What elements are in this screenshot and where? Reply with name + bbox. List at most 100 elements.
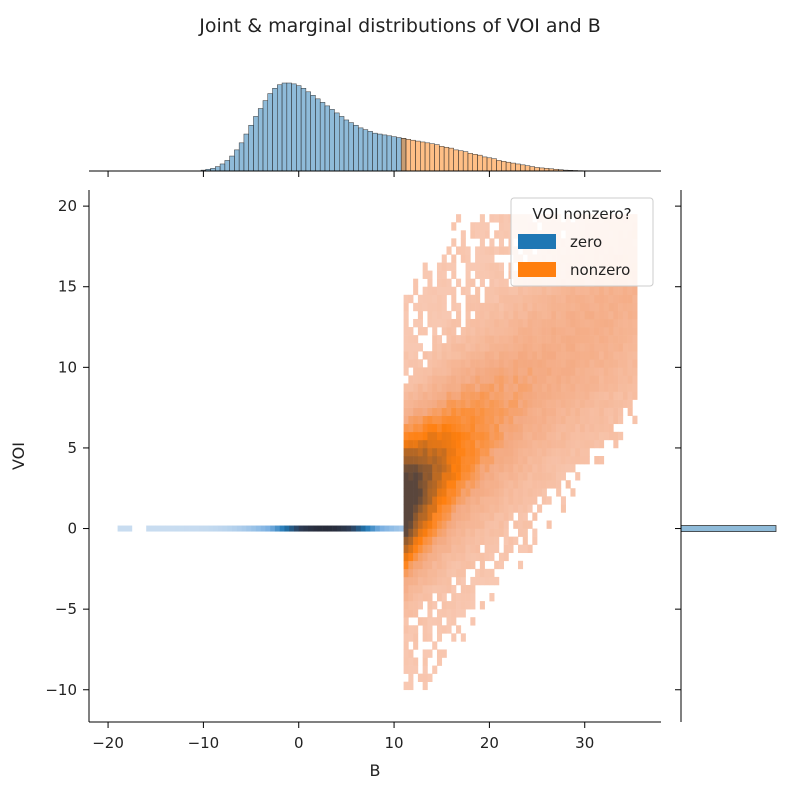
heat-cell-nonzero (522, 456, 528, 465)
heat-cell-nonzero (575, 310, 581, 320)
heat-cell-nonzero (465, 472, 471, 481)
heat-cell-nonzero (551, 310, 557, 320)
heat-cell-nonzero (427, 576, 433, 586)
heat-cell-nonzero (632, 286, 638, 296)
heat-cell-nonzero (432, 464, 438, 473)
heat-cell-nonzero (436, 544, 443, 554)
heat-cell-nonzero (570, 439, 576, 449)
heat-cell-nonzero (432, 351, 438, 360)
heat-cell-nonzero (594, 399, 600, 408)
heat-cell-nonzero (537, 318, 543, 328)
heat-cell-nonzero (599, 359, 605, 368)
heat-cell-nonzero (422, 617, 428, 626)
heat-cell-nonzero (479, 464, 485, 473)
heat-cell-nonzero (441, 584, 447, 594)
heat-cell-nonzero (508, 367, 514, 376)
heat-cell-nonzero (508, 415, 514, 425)
heat-cell-nonzero (522, 520, 528, 529)
legend-swatch-nonzero (518, 262, 556, 277)
heat-cell-nonzero (613, 294, 619, 304)
heat-cell-nonzero (584, 447, 590, 457)
heat-cell-nonzero (465, 504, 471, 513)
heat-cell-nonzero (494, 270, 500, 279)
heat-cell-nonzero (551, 351, 557, 360)
heat-cell-nonzero (489, 431, 495, 441)
heat-cell-nonzero (451, 343, 457, 352)
heat-cell-nonzero (427, 375, 433, 384)
heat-cell-nonzero (522, 407, 528, 416)
heat-cell-nonzero (436, 318, 443, 328)
heat-cell-nonzero (541, 472, 547, 481)
heat-cell-nonzero (408, 601, 414, 610)
heat-cell-nonzero (518, 318, 524, 328)
heat-cell-nonzero (613, 286, 619, 296)
heat-cell-nonzero (403, 512, 409, 521)
heat-cell-nonzero (556, 447, 562, 457)
heat-cell-nonzero (403, 367, 409, 376)
heat-cell-nonzero (441, 528, 447, 537)
heat-cell-nonzero (575, 318, 581, 328)
heat-cell-nonzero (618, 391, 624, 400)
heat-cell-nonzero (446, 504, 452, 513)
heat-cell-zero (189, 525, 195, 532)
heat-cell-nonzero (503, 318, 509, 328)
heat-cell-zero (370, 525, 376, 532)
heat-cell-zero (222, 525, 228, 532)
heat-cell-nonzero (594, 456, 600, 465)
heat-cell-nonzero (513, 383, 519, 392)
heat-cell-nonzero (532, 512, 538, 521)
heat-cell-nonzero (556, 367, 562, 376)
heat-cell-nonzero (479, 439, 485, 449)
heat-cell-nonzero (446, 335, 452, 344)
heat-cell-nonzero (522, 447, 528, 457)
heat-cell-nonzero (475, 302, 481, 312)
heat-cell-nonzero (441, 552, 447, 562)
heat-cell-nonzero (508, 456, 514, 465)
heat-cell-nonzero (537, 310, 543, 320)
heat-cell-nonzero (527, 343, 533, 352)
heat-cell-nonzero (451, 391, 457, 400)
heat-cell-nonzero (436, 568, 443, 578)
heat-cell-nonzero (465, 343, 471, 352)
heat-cell-nonzero (579, 367, 586, 376)
heat-cell-nonzero (475, 318, 481, 328)
heat-cell-nonzero (451, 488, 457, 497)
heat-cell-nonzero (584, 423, 590, 433)
heat-cell-nonzero (484, 222, 490, 231)
heat-cell-nonzero (403, 504, 409, 513)
heat-cell-nonzero (451, 512, 457, 521)
heat-cell-nonzero (413, 528, 419, 537)
heat-cell-nonzero (446, 407, 452, 416)
heat-cell-nonzero (494, 423, 500, 433)
x-tick-label: −10 (188, 734, 220, 752)
heat-cell-nonzero (470, 343, 476, 352)
heat-cell-nonzero (456, 593, 462, 602)
heat-cell-nonzero (441, 544, 447, 554)
heat-cell-nonzero (503, 222, 509, 231)
heat-cell-nonzero (494, 456, 500, 465)
heat-cell-nonzero (479, 407, 485, 416)
heat-cell-nonzero (441, 472, 447, 481)
heat-cell-nonzero (422, 472, 428, 481)
heat-cell-nonzero (556, 480, 562, 489)
heat-cell-nonzero (551, 407, 557, 416)
heat-cell-nonzero (494, 262, 500, 271)
heat-cell-nonzero (451, 375, 457, 384)
heat-cell-nonzero (575, 286, 581, 296)
heat-cell-nonzero (570, 343, 576, 352)
heat-cell-nonzero (413, 641, 419, 650)
heat-cell-nonzero (436, 343, 443, 352)
heat-cell-nonzero (613, 375, 619, 384)
heat-cell-nonzero (532, 480, 538, 489)
heat-cell-nonzero (436, 520, 443, 529)
heat-cell-nonzero (456, 520, 462, 529)
heat-cell-nonzero (470, 262, 476, 271)
heat-cell-nonzero (441, 609, 447, 618)
heat-cell-nonzero (522, 351, 528, 360)
heat-cell-nonzero (527, 504, 533, 513)
heat-cell-nonzero (498, 351, 504, 360)
heat-cell-nonzero (537, 399, 543, 408)
heat-cell-nonzero (589, 415, 595, 425)
heat-cell-nonzero (403, 343, 409, 352)
heat-cell-nonzero (408, 294, 414, 304)
